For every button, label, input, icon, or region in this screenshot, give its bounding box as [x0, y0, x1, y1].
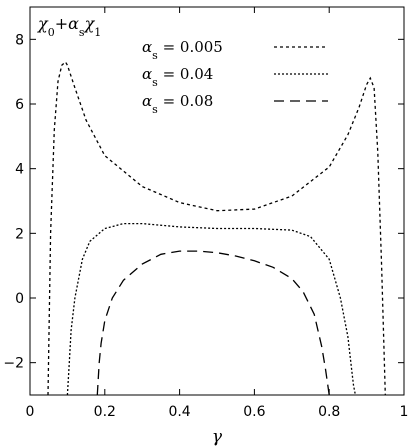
x-tick-label: 0.8	[318, 404, 340, 420]
x-axis-label: γ	[212, 427, 223, 447]
chart-title: χ0+αsχ1	[37, 14, 101, 39]
y-tick-label: −2	[3, 356, 24, 372]
legend-entry: αs = 0.005	[142, 38, 328, 62]
x-axis-ticks: 0 0.2 0.4 0.6 0.8 1	[26, 7, 409, 420]
x-tick-label: 0.6	[243, 404, 265, 420]
y-tick-label: 6	[15, 97, 24, 113]
y-axis-ticks: −2 0 2 4 6 8	[3, 32, 404, 372]
plot-frame	[29, 6, 405, 396]
y-tick-label: 8	[15, 32, 24, 48]
x-tick-label: 0	[26, 404, 35, 420]
x-tick-label: 1	[400, 404, 409, 420]
legend-label: αs = 0.005	[142, 38, 223, 62]
legend-entry: αs = 0.08	[142, 92, 328, 116]
legend-entry: αs = 0.04	[142, 65, 328, 89]
curves	[47, 61, 386, 396]
series-line-3	[96, 250, 330, 396]
y-tick-label: 0	[15, 291, 24, 307]
y-tick-label: 2	[15, 226, 24, 242]
legend-label: αs = 0.04	[142, 65, 213, 89]
legend-label: αs = 0.08	[142, 92, 213, 116]
x-tick-label: 0.4	[168, 404, 190, 420]
legend: αs = 0.005 αs = 0.04 αs = 0.08	[142, 38, 328, 116]
x-tick-label: 0.2	[94, 404, 116, 420]
y-tick-label: 4	[15, 162, 24, 178]
